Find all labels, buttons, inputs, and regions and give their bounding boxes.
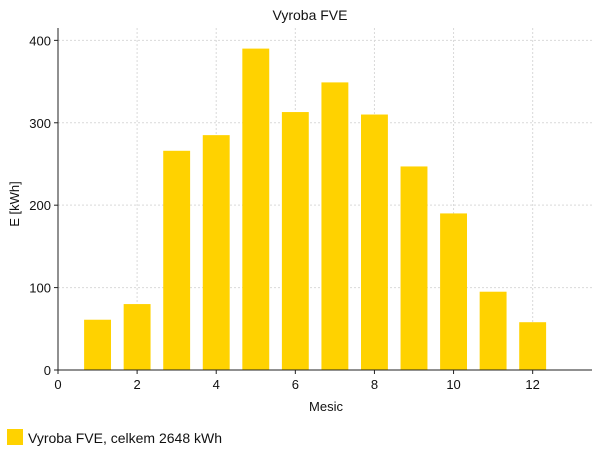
y-tick-label: 0 (44, 363, 51, 378)
bar-month-5 (242, 48, 270, 370)
x-tick-label: 0 (54, 377, 61, 392)
chart-title: Vyroba FVE (273, 7, 348, 23)
bar-month-1 (84, 319, 112, 370)
legend-swatch (7, 429, 23, 445)
bar-month-10 (440, 213, 468, 370)
y-tick-label: 100 (29, 281, 51, 296)
x-tick-label: 6 (292, 377, 299, 392)
bar-month-7 (321, 82, 349, 371)
x-tick-label: 12 (525, 377, 539, 392)
bar-month-2 (123, 304, 151, 370)
legend-label: Vyroba FVE, celkem 2648 kWh (28, 430, 222, 446)
bar-month-9 (400, 166, 428, 370)
bar-month-11 (479, 291, 507, 370)
x-tick-label: 4 (213, 377, 220, 392)
y-tick-label: 400 (29, 33, 51, 48)
x-axis-label: Mesic (309, 399, 343, 414)
tick-labels: 0 2 4 6 8 10 12 0 100 200 300 400 (29, 33, 540, 392)
y-tick-label: 200 (29, 198, 51, 213)
y-tick-label: 300 (29, 116, 51, 131)
plot-axes (54, 28, 592, 374)
bar-month-4 (202, 135, 230, 370)
x-tick-label: 2 (133, 377, 140, 392)
x-tick-label: 8 (371, 377, 378, 392)
bar-month-6 (281, 112, 309, 370)
bar-month-8 (360, 114, 388, 370)
bar-month-3 (163, 150, 191, 370)
y-axis-label: E [kWh] (7, 181, 22, 227)
bar-month-12 (519, 322, 547, 370)
bar-series (84, 48, 547, 371)
x-tick-label: 10 (446, 377, 460, 392)
